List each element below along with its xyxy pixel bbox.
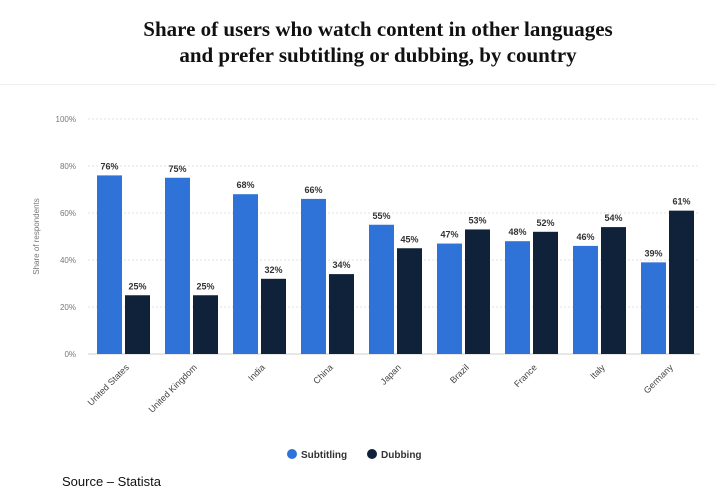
y-tick-label: 40% [60,256,76,265]
bar-dubbing [261,278,286,354]
bar-subtitling [369,224,394,354]
data-label: 55% [372,211,390,221]
bar-dubbing [125,295,150,354]
bar-dubbing [397,248,422,354]
data-label: 39% [644,248,662,258]
bar-subtitling [505,241,530,354]
x-tick-label: France [512,362,539,389]
y-tick-label: 100% [56,115,76,124]
bar-dubbing [601,227,626,354]
y-tick-label: 20% [60,303,76,312]
bar-subtitling [233,194,258,354]
x-tick-label: China [311,362,335,386]
data-label: 66% [304,185,322,195]
bar-subtitling [573,245,598,354]
x-tick-label: Japan [378,362,402,386]
bar-dubbing [533,231,558,354]
legend-label-subtitling: Subtitling [301,450,347,461]
data-label: 34% [332,260,350,270]
y-tick-label: 60% [60,209,76,218]
source-note: Source – Statista [62,474,161,489]
chart-title-line-2: and prefer subtitling or dubbing, by cou… [179,43,577,67]
data-label: 46% [576,232,594,242]
data-label: 32% [264,265,282,275]
data-label: 53% [468,215,486,225]
x-tick-label: Italy [588,362,607,381]
data-label: 48% [508,227,526,237]
x-tick-label: India [246,362,267,383]
y-tick-label: 0% [64,350,76,359]
data-label: 47% [440,230,458,240]
bar-subtitling [641,262,666,354]
chart-title-line-1: Share of users who watch content in othe… [143,17,613,41]
data-label: 54% [604,213,622,223]
data-label: 76% [100,161,118,171]
x-tick-label: Germany [642,362,676,396]
chart-title: Share of users who watch content in othe… [0,16,716,68]
bar-subtitling [301,198,326,354]
bar-dubbing [465,229,490,354]
data-label: 25% [128,281,146,291]
y-axis-label: Share of respondents [32,198,41,275]
data-label: 45% [400,234,418,244]
legend-label-dubbing: Dubbing [381,450,422,461]
x-tick-label: United States [86,362,132,408]
bar-subtitling [165,177,190,354]
data-label: 61% [672,197,690,207]
y-tick-label: 80% [60,162,76,171]
bar-dubbing [193,295,218,354]
bar-subtitling [97,175,122,354]
x-tick-label: United Kingdom [147,362,199,414]
legend-marker-dubbing [367,449,377,459]
data-label: 75% [168,164,186,174]
bar-dubbing [669,210,694,354]
data-label: 25% [196,281,214,291]
data-label: 52% [536,218,554,228]
data-label: 68% [236,180,254,190]
bar-subtitling [437,243,462,354]
legend-marker-subtitling [287,449,297,459]
x-tick-label: Brazil [448,362,471,385]
bar-dubbing [329,274,354,354]
